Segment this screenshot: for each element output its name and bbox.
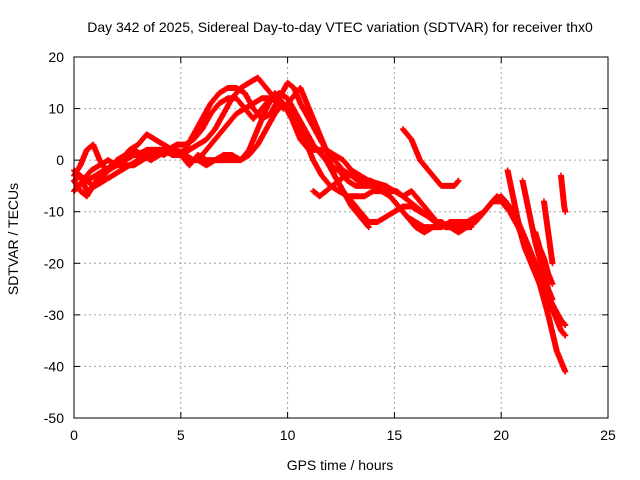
data-points <box>399 126 462 189</box>
data-points <box>75 90 372 189</box>
axis-ticks: 0 5 10 15 20 25 20 10 0 -10 -20 -30 -40 -50 <box>44 49 616 443</box>
x-tick-label: 15 <box>387 427 403 443</box>
data-points <box>540 198 556 267</box>
x-tick-label: 0 <box>70 427 78 443</box>
series-arc-5 <box>75 90 372 189</box>
x-tick-label: 10 <box>280 427 296 443</box>
y-tick-label: -20 <box>44 255 64 271</box>
data-points <box>71 79 569 375</box>
y-tick-label: -40 <box>44 358 64 374</box>
chart-title: Day 342 of 2025, Sidereal Day-to-day VTE… <box>87 19 593 35</box>
plot-frame <box>73 56 609 419</box>
y-tick-label: 10 <box>48 101 64 117</box>
y-tick-label: 20 <box>48 49 64 65</box>
series-arc-13 <box>558 172 569 215</box>
x-tick-label: 5 <box>177 427 185 443</box>
series-arc-11 <box>532 229 556 287</box>
y-axis-label: SDTVAR / TECUs <box>5 183 21 295</box>
series-arc-1 <box>71 79 569 375</box>
x-axis-label: GPS time / hours <box>287 457 394 473</box>
data-points <box>558 172 569 215</box>
series-arc-7 <box>310 172 462 231</box>
data-points <box>310 172 462 231</box>
series-arc-9 <box>504 167 554 308</box>
grid-lines <box>74 57 608 418</box>
data-layer <box>71 74 569 375</box>
x-tick-label: 20 <box>493 427 509 443</box>
series-arc-12 <box>540 198 556 267</box>
data-points <box>504 167 554 308</box>
y-tick-label: -30 <box>44 307 64 323</box>
data-points <box>532 229 556 287</box>
y-tick-label: -10 <box>44 204 64 220</box>
y-tick-label: 0 <box>56 152 64 168</box>
x-tick-label: 25 <box>600 427 616 443</box>
series-arc-8 <box>399 126 462 189</box>
y-tick-label: -50 <box>44 410 64 426</box>
